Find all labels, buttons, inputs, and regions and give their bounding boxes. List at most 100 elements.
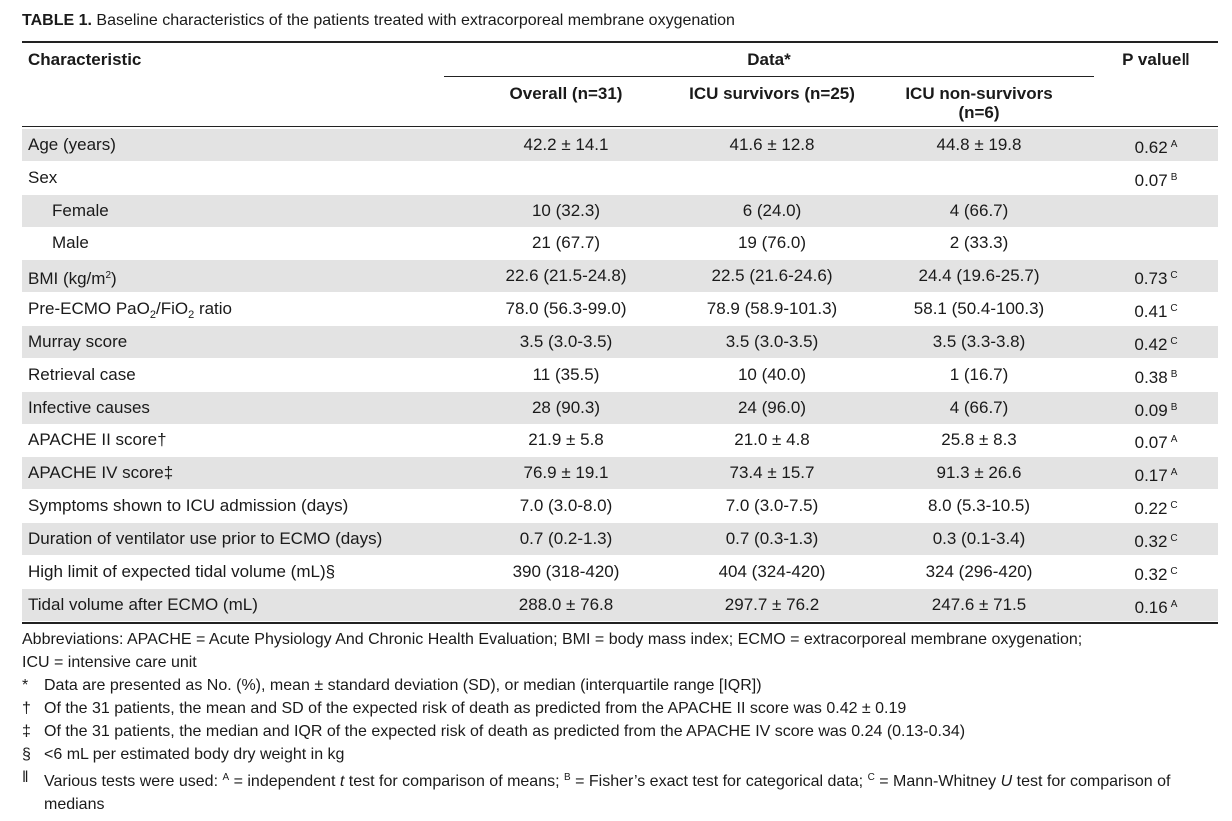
table-row: Age (years) 42.2 ± 14.1 41.6 ± 12.8 44.8…	[22, 129, 1218, 161]
abbreviations-line1: Abbreviations: APACHE = Acute Physiology…	[22, 631, 1083, 648]
cell-overall: 390 (318-420)	[512, 562, 620, 581]
header-nonsurvivors-line2: (n=6)	[958, 103, 1000, 122]
row-label: Symptoms shown to ICU admission (days)	[28, 496, 349, 515]
row-label: Murray score	[28, 332, 128, 351]
text-part: = independent	[229, 773, 340, 790]
cell-survivors: 24 (96.0)	[737, 398, 807, 417]
pvalue-number: 0.32	[1134, 565, 1168, 584]
table-row: Male 21 (67.7) 19 (76.0) 2 (33.3)	[22, 227, 1218, 259]
text-part: test for comparison of medians	[44, 773, 1171, 813]
cell-survivors: 0.7 (0.3-1.3)	[725, 529, 819, 548]
footnote-text: Of the 31 patients, the mean and SD of t…	[44, 700, 907, 717]
footnote-mark: ‡	[22, 723, 31, 740]
label-part: BMI (kg/m	[28, 269, 106, 288]
footnote-text: <6 mL per estimated body dry weight in k…	[44, 746, 345, 763]
text-italic: U	[1000, 773, 1013, 790]
cell-survivors: 10 (40.0)	[737, 365, 807, 384]
header-pvalue: P value‖	[1122, 50, 1190, 69]
header-rule	[22, 126, 1218, 127]
cell-overall: 10 (32.3)	[531, 201, 601, 220]
footnote-mark: §	[22, 746, 31, 763]
cell-pvalue: 0.42 C	[1094, 326, 1218, 358]
cell-pvalue: 0.32 C	[1094, 523, 1218, 555]
cell-overall: 22.6 (21.5-24.8)	[505, 266, 627, 285]
cell-nonsurvivors: 8.0 (5.3-10.5)	[927, 496, 1031, 515]
footnote-mark: *	[22, 677, 29, 694]
cell-survivors: 6 (24.0)	[742, 201, 802, 220]
cell-survivors: 21.0 ± 4.8	[734, 430, 810, 449]
cell-pvalue: 0.22 C	[1094, 490, 1218, 522]
cell-overall: 0.7 (0.2-1.3)	[519, 529, 613, 548]
cell-pvalue: 0.41 C	[1094, 293, 1218, 325]
cell-overall: 288.0 ± 76.8	[518, 595, 614, 614]
row-label: Male	[52, 233, 89, 252]
bottom-rule	[22, 622, 1218, 624]
table-title: Baseline characteristics of the patients…	[96, 12, 735, 29]
cell-overall: 21.9 ± 5.8	[528, 430, 604, 449]
test-marker: C	[1170, 303, 1178, 314]
label-part: /FiO	[155, 299, 189, 318]
header-data: Data*	[747, 50, 791, 69]
cell-pvalue: 0.32 C	[1094, 556, 1218, 588]
cell-overall: 78.0 (56.3-99.0)	[505, 299, 627, 318]
row-label: BMI (kg/m2)	[28, 260, 117, 292]
cell-pvalue: 0.09 B	[1094, 392, 1218, 424]
test-marker: C	[1170, 500, 1178, 511]
header-survivors: ICU survivors (n=25)	[689, 84, 855, 103]
cell-nonsurvivors: 2 (33.3)	[949, 233, 1009, 252]
cell-pvalue: 0.07 A	[1094, 424, 1218, 456]
text-part: = Fisher’s exact test for categorical da…	[570, 773, 868, 790]
table-row: Sex 0.07 B	[22, 162, 1218, 194]
pvalue-number: 0.32	[1134, 532, 1168, 551]
cell-nonsurvivors: 24.4 (19.6-25.7)	[918, 266, 1040, 285]
pvalue-number: 0.38	[1134, 368, 1168, 387]
row-label: Duration of ventilator use prior to ECMO…	[28, 529, 383, 548]
cell-survivors: 41.6 ± 12.8	[729, 135, 815, 154]
table-row: Symptoms shown to ICU admission (days) 7…	[22, 490, 1218, 522]
test-marker: B	[1170, 402, 1178, 413]
test-marker: C	[1170, 533, 1178, 544]
footnote-parallel: ‖ Various tests were used: A = independe…	[22, 766, 1212, 816]
pvalue-number: 0.73	[1134, 269, 1168, 288]
label-sub: 2	[188, 309, 195, 321]
cell-overall: 76.9 ± 19.1	[523, 463, 609, 482]
cell-overall: 3.5 (3.0-3.5)	[519, 332, 613, 351]
pvalue-number: 0.07	[1134, 433, 1168, 452]
footnote-text: Data are presented as No. (%), mean ± st…	[44, 677, 762, 694]
table-row: Duration of ventilator use prior to ECMO…	[22, 523, 1218, 555]
footnote-section: § <6 mL per estimated body dry weight in…	[22, 743, 1212, 766]
cell-nonsurvivors: 58.1 (50.4-100.3)	[913, 299, 1045, 318]
table-row: Tidal volume after ECMO (mL) 288.0 ± 76.…	[22, 589, 1218, 621]
row-label: High limit of expected tidal volume (mL)…	[28, 562, 336, 581]
cell-survivors: 297.7 ± 76.2	[724, 595, 820, 614]
cell-nonsurvivors: 3.5 (3.3-3.8)	[932, 332, 1026, 351]
test-marker: C	[1170, 336, 1178, 347]
table-row: APACHE IV score‡ 76.9 ± 19.1 73.4 ± 15.7…	[22, 457, 1218, 489]
table-row: Pre-ECMO PaO2/FiO2 ratio 78.0 (56.3-99.0…	[22, 293, 1218, 325]
cell-nonsurvivors: 1 (16.7)	[949, 365, 1009, 384]
row-label: APACHE II score†	[28, 430, 167, 449]
cell-pvalue: 0.07 B	[1094, 162, 1218, 194]
footnote-mark: ‖	[22, 769, 29, 786]
table-row: BMI (kg/m2) 22.6 (21.5-24.8) 22.5 (21.6-…	[22, 260, 1218, 292]
cell-survivors: 3.5 (3.0-3.5)	[725, 332, 819, 351]
header-overall: Overall (n=31)	[509, 84, 623, 103]
row-label: Sex	[28, 168, 58, 187]
data-subrule	[444, 76, 1094, 77]
cell-pvalue: 0.17 A	[1094, 457, 1218, 489]
table-row: Female 10 (32.3) 6 (24.0) 4 (66.7)	[22, 195, 1218, 227]
header-nonsurvivors-line1: ICU non-survivors	[905, 84, 1053, 103]
pvalue-number: 0.17	[1134, 466, 1168, 485]
text-part: Various tests were used:	[44, 773, 223, 790]
pvalue-number: 0.41	[1134, 302, 1168, 321]
row-label: Female	[52, 201, 109, 220]
header-nonsurvivors: ICU non-survivors (n=6)	[864, 84, 1094, 122]
footnote-double-dagger: ‡ Of the 31 patients, the median and IQR…	[22, 720, 1212, 743]
pvalue-number: 0.22	[1134, 499, 1168, 518]
test-marker: C	[1170, 270, 1178, 281]
test-marker: B	[564, 772, 571, 783]
cell-overall: 28 (90.3)	[531, 398, 601, 417]
test-marker: A	[1170, 467, 1178, 478]
label-sup: 2	[105, 270, 112, 281]
table-row: Infective causes 28 (90.3) 24 (96.0) 4 (…	[22, 392, 1218, 424]
